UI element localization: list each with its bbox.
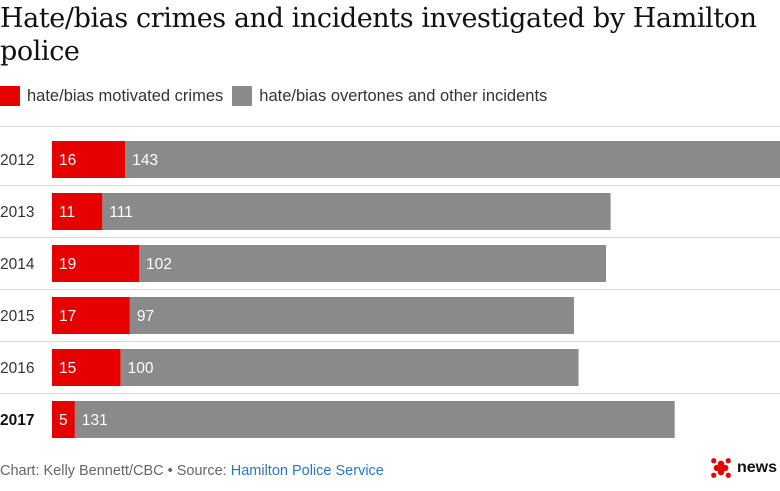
- category-label-2015: 2015: [0, 308, 34, 325]
- bar-incidents-2015: [129, 297, 574, 334]
- legend-swatch-crimes: [0, 86, 20, 106]
- source-link[interactable]: Hamilton Police Service: [230, 463, 384, 479]
- value-label-incidents-2016: 100: [128, 360, 154, 377]
- bar-crimes-2012: [52, 141, 126, 178]
- bar-incidents-2012: [125, 141, 780, 178]
- row-separator: [0, 341, 780, 342]
- category-label-2013: 2013: [0, 204, 34, 221]
- value-label-crimes-2014: 19: [59, 256, 76, 273]
- credit-text: Chart: Kelly Bennett/CBC • Source:: [0, 463, 231, 479]
- bar-crimes-2015: [52, 297, 130, 334]
- value-label-incidents-2012: 143: [132, 152, 158, 169]
- bar-incidents-2014: [138, 245, 607, 282]
- category-label-2012: 2012: [0, 152, 34, 169]
- legend-swatch-incidents: [232, 86, 253, 106]
- legend-item-crimes: hate/bias motivated crimes: [0, 86, 223, 106]
- value-label-incidents-2013: 111: [109, 204, 133, 221]
- category-label-2017: 2017: [0, 412, 34, 429]
- bar-crimes-2017: [52, 401, 75, 438]
- row-separator: [0, 237, 780, 238]
- value-label-crimes-2012: 16: [59, 152, 76, 169]
- legend-label-incidents: hate/bias overtones and other incidents: [259, 86, 548, 105]
- bar-incidents-2013: [102, 193, 611, 230]
- value-label-incidents-2014: 102: [146, 256, 172, 273]
- value-label-crimes-2013: 11: [59, 204, 75, 221]
- bar-crimes-2016: [52, 349, 121, 386]
- chart-title: Hate/bias crimes and incidents investiga…: [0, 3, 757, 67]
- value-label-incidents-2017: 131: [82, 412, 108, 429]
- value-label-incidents-2015: 97: [137, 308, 154, 325]
- cbc-gem-icon: [711, 458, 731, 478]
- row-separator: [0, 126, 780, 127]
- row-separator: [0, 289, 780, 290]
- value-label-crimes-2017: 5: [59, 412, 68, 429]
- value-label-crimes-2015: 17: [59, 308, 76, 325]
- bar-incidents-2017: [74, 401, 675, 438]
- legend-label-crimes: hate/bias motivated crimes: [27, 86, 224, 105]
- value-label-crimes-2016: 15: [59, 360, 76, 377]
- cbc-news-logo: news: [709, 456, 777, 480]
- legend-item-incidents: hate/bias overtones and other incidents: [232, 86, 547, 106]
- row-separator: [0, 393, 780, 394]
- bar-crimes-2014: [52, 245, 139, 282]
- bar-crimes-2013: [52, 193, 103, 230]
- row-separator: [0, 185, 780, 186]
- logo-text: news: [737, 459, 778, 476]
- category-label-2016: 2016: [0, 360, 34, 377]
- legend: hate/bias motivated crimes hate/bias ove…: [0, 84, 556, 108]
- category-label-2014: 2014: [0, 256, 35, 273]
- bar-incidents-2016: [120, 349, 579, 386]
- footer-credit: Chart: Kelly Bennett/CBC • Source: Hamil…: [0, 463, 384, 479]
